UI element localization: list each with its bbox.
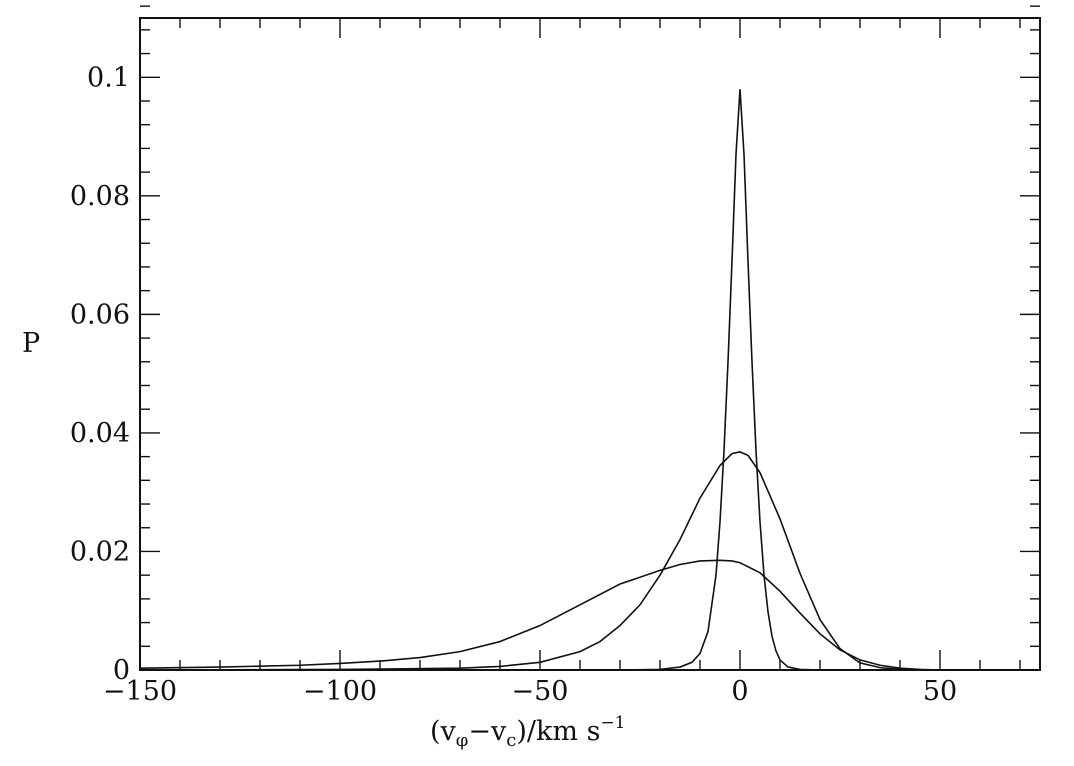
plot-frame-layer (139, 17, 1041, 671)
y-tick-label: 0.02 (70, 536, 130, 567)
x-axis-label: (vφ−vc)/km s−1 (430, 713, 626, 751)
x-tick-label: −150 (103, 676, 177, 707)
x-tick-label: −100 (303, 676, 377, 707)
series-line-medium (140, 451, 1040, 670)
y-tick-label: 0 (113, 655, 130, 686)
ticks-layer (139, 5, 1040, 671)
y-tick-label: 0.1 (87, 62, 130, 93)
y-tick-label: 0.08 (70, 181, 130, 212)
y-tick-label: 0.06 (70, 299, 130, 330)
series-line-narrow (140, 89, 1040, 670)
plot-frame (139, 17, 1041, 671)
series-line-broad (140, 559, 1040, 670)
y-tick-label: 0.04 (70, 418, 130, 449)
tick-labels-layer: −150 −100 −50 0 50 0 0.02 0.04 0.06 0.08 0.1 (70, 62, 957, 707)
x-tick-label: 0 (731, 676, 748, 707)
y-axis-label: P (22, 328, 40, 359)
curves-layer (140, 89, 1040, 670)
x-tick-label: −50 (512, 676, 569, 707)
x-tick-label: 50 (923, 676, 957, 707)
